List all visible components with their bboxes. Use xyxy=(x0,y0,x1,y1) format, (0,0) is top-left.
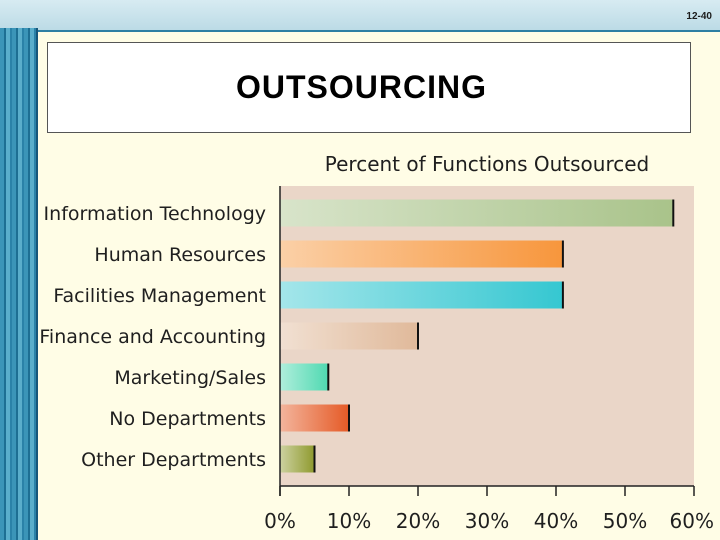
bar-marketing-sales xyxy=(280,363,329,391)
x-tick-label: 50% xyxy=(603,509,647,533)
chart-title: Percent of Functions Outsourced xyxy=(324,152,650,176)
x-tick-label: 0% xyxy=(264,509,296,533)
x-tick-label: 60% xyxy=(670,509,714,533)
bar-information-technology xyxy=(280,199,674,227)
category-label: Human Resources xyxy=(94,244,266,266)
x-tick-label: 20% xyxy=(396,509,440,533)
left-decorative-pillar xyxy=(0,28,38,540)
bar-finance-and-accounting xyxy=(280,322,418,350)
category-label: No Departments xyxy=(109,408,266,430)
slide-title: OUTSOURCING xyxy=(236,69,487,105)
category-label: Information Technology xyxy=(44,203,266,225)
bar-other-departments xyxy=(280,445,315,473)
x-tick-label: 40% xyxy=(534,509,578,533)
category-label: Finance and Accounting xyxy=(39,326,266,348)
slide-number: 12-40 xyxy=(686,11,712,22)
x-tick-label: 10% xyxy=(327,509,371,533)
top-band: 12-40 xyxy=(0,0,720,32)
category-label: Marketing/Sales xyxy=(114,367,266,389)
category-label: Facilities Management xyxy=(53,285,266,307)
title-box: OUTSOURCING xyxy=(47,42,691,133)
category-label: Other Departments xyxy=(81,449,266,471)
bar-facilities-management xyxy=(280,281,563,309)
x-tick-label: 30% xyxy=(465,509,509,533)
bar-no-departments xyxy=(280,404,349,432)
bar-human-resources xyxy=(280,240,563,268)
